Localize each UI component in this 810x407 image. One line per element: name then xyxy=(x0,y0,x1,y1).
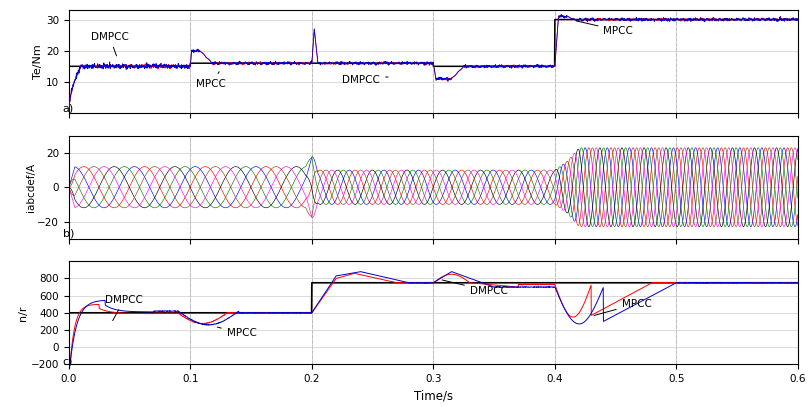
Text: DMPCC: DMPCC xyxy=(343,75,388,85)
Text: MPCC: MPCC xyxy=(594,299,651,315)
Text: MPCC: MPCC xyxy=(217,327,257,338)
Text: MPCC: MPCC xyxy=(197,72,226,89)
Text: b): b) xyxy=(63,229,75,239)
Text: a): a) xyxy=(63,103,74,114)
Y-axis label: iabcdef/A: iabcdef/A xyxy=(26,163,36,212)
Text: MPCC: MPCC xyxy=(576,21,633,35)
Y-axis label: n/r: n/r xyxy=(18,305,28,321)
Text: DMPCC: DMPCC xyxy=(442,280,508,296)
Text: DMPCC: DMPCC xyxy=(91,32,129,56)
X-axis label: Time/s: Time/s xyxy=(414,389,453,403)
Text: c): c) xyxy=(63,356,73,366)
Text: DMPCC: DMPCC xyxy=(105,295,143,321)
Y-axis label: Te/Nm: Te/Nm xyxy=(33,44,43,79)
